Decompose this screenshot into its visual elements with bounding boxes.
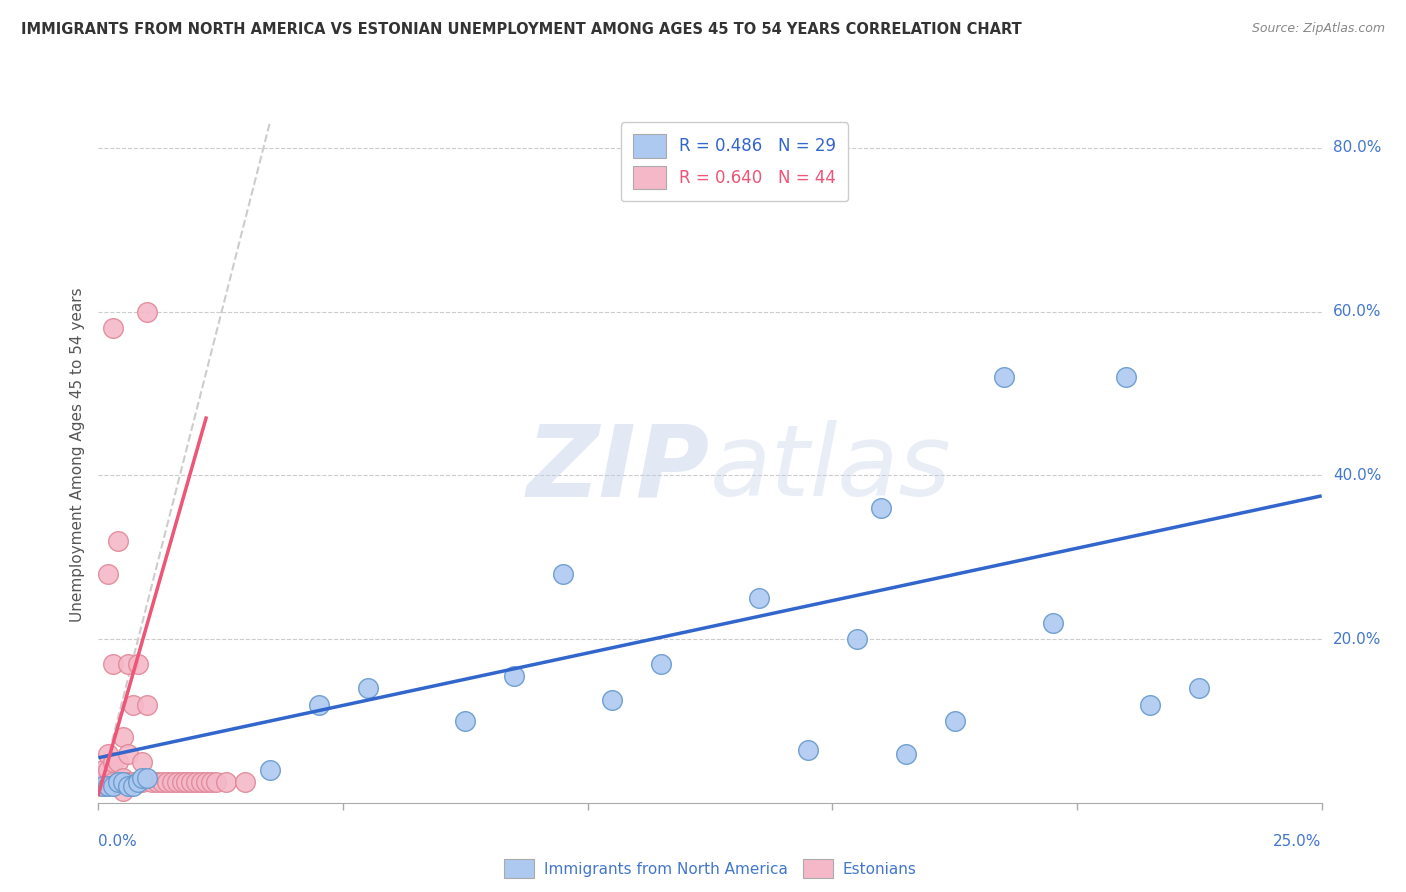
Point — [136, 304, 159, 318]
Point — [166, 775, 188, 789]
Point — [117, 775, 139, 789]
Point — [186, 775, 208, 789]
Point — [503, 669, 526, 683]
Point — [111, 783, 134, 797]
Point — [943, 714, 966, 728]
Point — [101, 780, 124, 794]
Point — [797, 742, 820, 756]
Point — [650, 657, 672, 671]
Text: 40.0%: 40.0% — [1333, 468, 1381, 483]
Point — [97, 763, 120, 777]
Point — [205, 775, 228, 789]
Text: atlas: atlas — [710, 420, 952, 517]
Point — [160, 775, 183, 789]
Text: 60.0%: 60.0% — [1333, 304, 1381, 319]
Point — [127, 775, 149, 789]
Point — [121, 780, 143, 794]
Point — [121, 775, 143, 789]
Point — [195, 775, 218, 789]
Point — [553, 566, 575, 581]
Point — [845, 632, 868, 646]
Point — [1188, 681, 1211, 696]
Y-axis label: Unemployment Among Ages 45 to 54 years: Unemployment Among Ages 45 to 54 years — [70, 287, 86, 623]
Point — [233, 775, 256, 789]
Point — [150, 775, 173, 789]
Point — [91, 771, 114, 785]
Point — [131, 775, 153, 789]
Point — [127, 775, 149, 789]
Point — [101, 321, 124, 335]
Text: 20.0%: 20.0% — [1333, 632, 1381, 647]
Point — [146, 775, 169, 789]
Point — [1042, 615, 1064, 630]
Text: 0.0%: 0.0% — [98, 834, 138, 849]
Point — [454, 714, 477, 728]
Point — [97, 775, 120, 789]
Point — [1139, 698, 1161, 712]
Point — [214, 775, 236, 789]
Point — [131, 755, 153, 769]
Point — [91, 763, 114, 777]
Point — [91, 780, 114, 794]
Point — [993, 370, 1015, 384]
Point — [180, 775, 202, 789]
Point — [117, 747, 139, 761]
Text: 80.0%: 80.0% — [1333, 140, 1381, 155]
Point — [121, 698, 143, 712]
Text: IMMIGRANTS FROM NORTH AMERICA VS ESTONIAN UNEMPLOYMENT AMONG AGES 45 TO 54 YEARS: IMMIGRANTS FROM NORTH AMERICA VS ESTONIA… — [21, 22, 1022, 37]
Legend: Immigrants from North America, Estonians: Immigrants from North America, Estonians — [496, 852, 924, 886]
Point — [101, 775, 124, 789]
Point — [97, 566, 120, 581]
Point — [870, 501, 893, 516]
Point — [127, 657, 149, 671]
Point — [101, 657, 124, 671]
Point — [894, 747, 917, 761]
Point — [136, 698, 159, 712]
Point — [190, 775, 212, 789]
Point — [101, 755, 124, 769]
Point — [141, 775, 163, 789]
Point — [156, 775, 179, 789]
Point — [97, 780, 120, 794]
Point — [356, 681, 378, 696]
Point — [131, 771, 153, 785]
Point — [91, 780, 114, 794]
Point — [170, 775, 193, 789]
Point — [111, 771, 134, 785]
Text: ZIP: ZIP — [527, 420, 710, 517]
Text: 25.0%: 25.0% — [1274, 834, 1322, 849]
Point — [107, 533, 129, 548]
Text: Source: ZipAtlas.com: Source: ZipAtlas.com — [1251, 22, 1385, 36]
Point — [259, 763, 281, 777]
Point — [107, 775, 129, 789]
Point — [97, 747, 120, 761]
Point — [136, 771, 159, 785]
Point — [111, 731, 134, 745]
Point — [1115, 370, 1137, 384]
Point — [600, 693, 623, 707]
Point — [117, 780, 139, 794]
Point — [748, 591, 770, 606]
Point — [200, 775, 222, 789]
Point — [111, 775, 134, 789]
Point — [107, 775, 129, 789]
Point — [176, 775, 198, 789]
Point — [117, 657, 139, 671]
Point — [308, 698, 330, 712]
Point — [107, 755, 129, 769]
